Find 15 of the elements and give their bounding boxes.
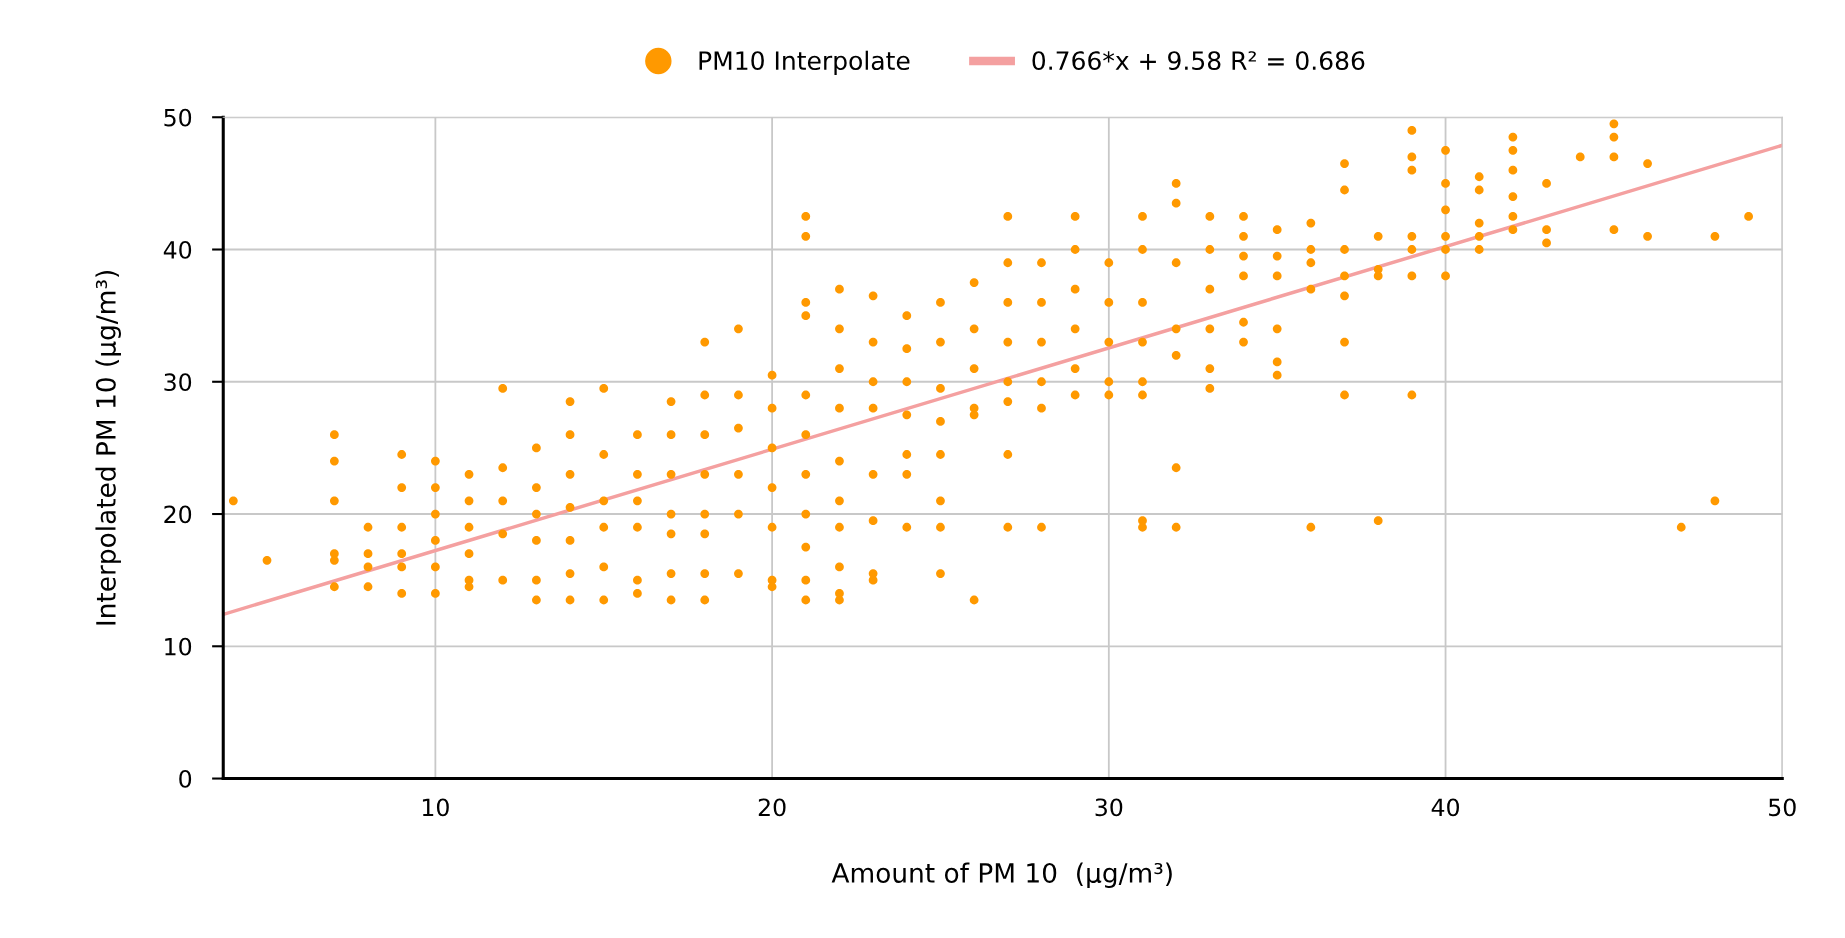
y-tick-label: 30 bbox=[164, 373, 192, 392]
y-tick-label: 50 bbox=[164, 108, 192, 127]
x-tick-label: 40 bbox=[1431, 798, 1459, 817]
legend-label: PM10 Interpolate bbox=[699, 50, 910, 75]
y-tick-label: 40 bbox=[163, 240, 192, 259]
y-tick-label: 0 bbox=[179, 769, 192, 788]
x-tick-label: 20 bbox=[758, 798, 786, 817]
y-tick-label: 20 bbox=[164, 505, 192, 524]
x-axis-title: Amount of PM 10 (µg/m³) bbox=[831, 862, 1172, 889]
x-tick-label: 10 bbox=[422, 798, 449, 817]
y-axis-title: Interpolated PM 10 (µg/m³) bbox=[95, 270, 121, 625]
y-tick-label: 10 bbox=[165, 637, 192, 656]
x-tick-label: 50 bbox=[1769, 798, 1796, 817]
x-tick-label: 30 bbox=[1095, 798, 1123, 817]
legend-label: 0.766*x + 9.58 R² = 0.686 bbox=[1032, 51, 1365, 71]
